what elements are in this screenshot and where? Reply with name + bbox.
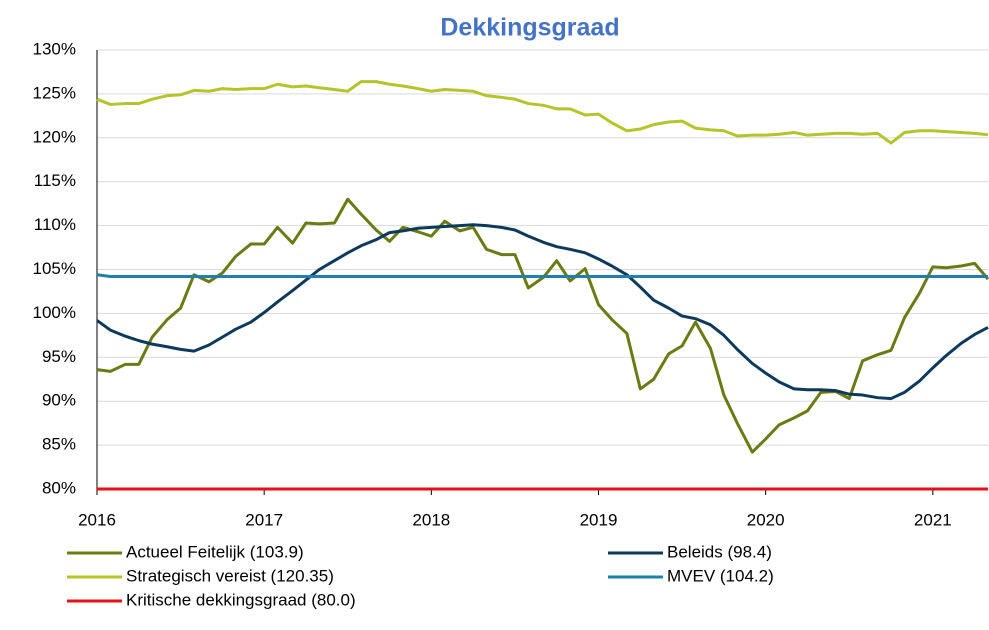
x-tick-label: 2020: [747, 510, 785, 529]
y-tick-label: 95%: [42, 347, 76, 366]
y-tick-label: 85%: [42, 435, 76, 454]
y-tick-label: 115%: [34, 171, 76, 190]
legend-label: MVEV (104.2): [667, 566, 774, 585]
y-tick-label: 100%: [33, 303, 76, 322]
y-tick-label: 110%: [34, 215, 76, 234]
legend-label: Actueel Feitelijk (103.9): [126, 542, 304, 561]
legend-label: Beleids (98.4): [667, 542, 772, 561]
x-tick-label: 2018: [412, 510, 450, 529]
y-tick-label: 90%: [42, 391, 76, 410]
y-tick-label: 120%: [33, 127, 76, 146]
series-line: [96, 197, 989, 454]
legend-label: Strategisch vereist (120.35): [126, 566, 334, 585]
series-line: [96, 273, 988, 279]
y-tick-label: 125%: [33, 83, 76, 102]
series-line: [96, 80, 989, 145]
x-tick-label: 2021: [914, 510, 952, 529]
series-line: [96, 223, 989, 401]
x-tick-label: 2016: [78, 510, 116, 529]
x-tick-label: 2019: [580, 510, 618, 529]
y-tick-label: 80%: [42, 478, 76, 497]
x-tick-label: 2017: [245, 510, 283, 529]
y-tick-label: 105%: [33, 259, 76, 278]
y-tick-label: 130%: [33, 39, 76, 58]
legend-label: Kritische dekkingsgraad (80.0): [126, 590, 356, 609]
chart-title: Dekkingsgraad: [440, 14, 619, 42]
